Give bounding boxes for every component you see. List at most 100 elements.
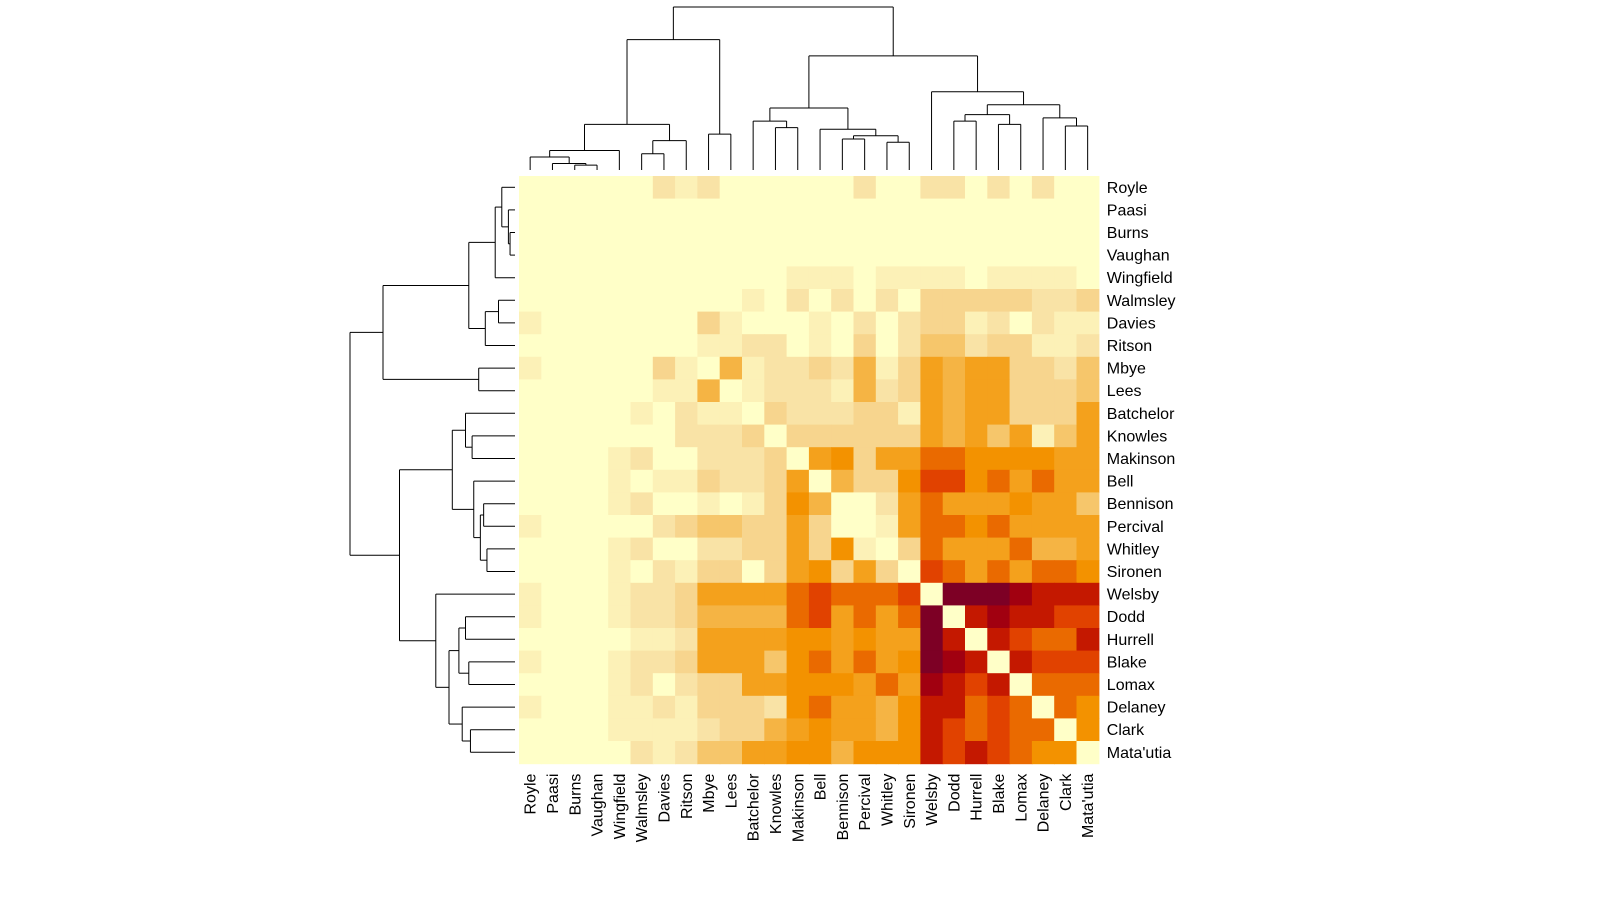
heatmap-cell-makinson-bell [808, 447, 832, 471]
heatmap-cell-dodd-dodd [942, 605, 966, 629]
heatmap-cell-whitley-knowles [764, 537, 788, 561]
heatmap-cell-clark-makinson [786, 718, 810, 742]
heatmap-cell-hurrell-lees [719, 628, 743, 652]
heatmap-cell-bell-makinson [786, 469, 810, 493]
heatmap-cell-davies-paasi [541, 311, 565, 335]
heatmap-cell-davies-hurrell [965, 311, 988, 335]
heatmap-cell-whitley-dodd [942, 537, 966, 561]
heatmap-cell-lomax-delaney [1031, 673, 1055, 697]
heatmap-cell-batchelor-bennison [831, 402, 855, 426]
heatmap-cell-wingfield-clark [1054, 266, 1078, 290]
heatmap-cell-royle-batchelor [742, 176, 765, 200]
heatmap-cell-hurrell-hurrell [965, 628, 988, 652]
heatmap-cell-knowles-davies [652, 424, 676, 448]
heatmap-cell-blake-blake [987, 650, 1011, 674]
heatmap-cell-clark-whitley [875, 718, 899, 742]
heatmap-cell-makinson-hurrell [965, 447, 988, 471]
heatmap-cell-wingfield-lomax [1009, 266, 1033, 290]
heatmap-cell-delaney-blake [987, 695, 1011, 719]
heatmap-cell-whitley-percival [853, 537, 877, 561]
column-label-delaney: Delaney [1036, 774, 1053, 833]
heatmap-cell-whitley-hurrell [965, 537, 988, 561]
heatmap-cell-percival-walmsley [630, 515, 654, 539]
heatmap-cell-lees-delaney [1031, 379, 1055, 403]
heatmap-cell-walmsley-hurrell [965, 289, 988, 313]
heatmap-cell-percival-bell [808, 515, 832, 539]
heatmap-cell-makinson-delaney [1031, 447, 1055, 471]
heatmap-cell-dodd-whitley [875, 605, 899, 629]
heatmap-cell-vaughan-wingfield [608, 243, 632, 267]
heatmap-cell-ritson-hurrell [965, 334, 988, 358]
heatmap-cell-vaughan-percival [853, 243, 877, 267]
heatmap-cell-davies-lees [719, 311, 743, 335]
heatmap-cell-sironen-hurrell [965, 560, 988, 584]
heatmap-cell-welsby-dodd [942, 582, 966, 606]
row-label-delaney: Delaney [1107, 700, 1166, 717]
heatmap-cell-percival-delaney [1031, 515, 1055, 539]
heatmap-cell-bell-knowles [764, 469, 788, 493]
heatmap-cell-batchelor-delaney [1031, 402, 1055, 426]
heatmap-cell-paasi-ritson [675, 198, 698, 222]
heatmap-cell-paasi-mbye [697, 198, 721, 222]
heatmap-cell-whitley-batchelor [742, 537, 765, 561]
heatmap-cell-delaney-delaney [1031, 695, 1055, 719]
heatmap-cell-lees-blake [987, 379, 1011, 403]
heatmap-cell-knowles-percival [853, 424, 877, 448]
heatmap-cell-royle-whitley [875, 176, 899, 200]
heatmap-cell-hurrell-vaughan [585, 628, 609, 652]
heatmap-cell-bennison-davies [652, 492, 676, 516]
heatmap-cell-delaney-walmsley [630, 695, 654, 719]
heatmap-cell-whitley-lees [719, 537, 743, 561]
heatmap-cell-davies-lomax [1009, 311, 1033, 335]
heatmap-cell-percival-sironen [898, 515, 921, 539]
heatmap-cell-vaughan-vaughan [585, 243, 609, 267]
heatmap-cell-davies-makinson [786, 311, 810, 335]
heatmap-cell-clark-blake [987, 718, 1011, 742]
heatmap-cell-lomax-bell [808, 673, 832, 697]
heatmap-cell-batchelor-blake [987, 402, 1011, 426]
heatmap-cell-davies-mbye [697, 311, 721, 335]
heatmap-cell-blake-walmsley [630, 650, 654, 674]
heatmap-cell-knowles-makinson [786, 424, 810, 448]
heatmap-cell-mata-utia-dodd [942, 741, 966, 765]
heatmap-cell-blake-vaughan [585, 650, 609, 674]
heatmap-cell-paasi-lees [719, 198, 743, 222]
heatmap-cell-bennison-knowles [764, 492, 788, 516]
heatmap-cell-wingfield-burns [563, 266, 587, 290]
heatmap-cell-mbye-bennison [831, 356, 855, 380]
heatmap-cell-walmsley-lees [719, 289, 743, 313]
heatmap-cell-bennison-bennison [831, 492, 855, 516]
heatmap-cell-makinson-mata-utia [1076, 447, 1100, 471]
heatmap-cell-walmsley-ritson [675, 289, 698, 313]
heatmap-cell-royle-hurrell [965, 176, 988, 200]
heatmap-cell-delaney-davies [652, 695, 676, 719]
heatmap-cell-bennison-delaney [1031, 492, 1055, 516]
heatmap-cell-mata-utia-sironen [898, 741, 921, 765]
heatmap-cell-whitley-burns [563, 537, 587, 561]
heatmap-cell-blake-ritson [675, 650, 698, 674]
heatmap-cell-royle-makinson [786, 176, 810, 200]
heatmap-cell-royle-wingfield [608, 176, 632, 200]
heatmap-cell-mbye-burns [563, 356, 587, 380]
heatmap-cell-lees-vaughan [585, 379, 609, 403]
heatmap-cell-dodd-delaney [1031, 605, 1055, 629]
heatmap-cell-percival-paasi [541, 515, 565, 539]
row-label-percival: Percival [1107, 519, 1164, 536]
heatmap-cell-walmsley-bennison [831, 289, 855, 313]
column-label-hurrell: Hurrell [969, 774, 986, 821]
row-label-paasi: Paasi [1107, 202, 1147, 219]
column-label-percival: Percival [857, 774, 874, 831]
heatmap-cell-lomax-walmsley [630, 673, 654, 697]
heatmap-cell-walmsley-blake [987, 289, 1011, 313]
heatmap-cell-walmsley-percival [853, 289, 877, 313]
heatmap-cell-dodd-blake [987, 605, 1011, 629]
heatmap-cell-vaughan-burns [563, 243, 587, 267]
heatmap-cell-dodd-batchelor [742, 605, 765, 629]
heatmap-cell-whitley-paasi [541, 537, 565, 561]
column-dendrogram [529, 6, 1089, 170]
heatmap-cell-bell-bell [808, 469, 832, 493]
column-label-makinson: Makinson [790, 774, 807, 842]
heatmap-cell-hurrell-mbye [697, 628, 721, 652]
heatmap-cell-walmsley-davies [652, 289, 676, 313]
heatmap-cell-lees-hurrell [965, 379, 988, 403]
